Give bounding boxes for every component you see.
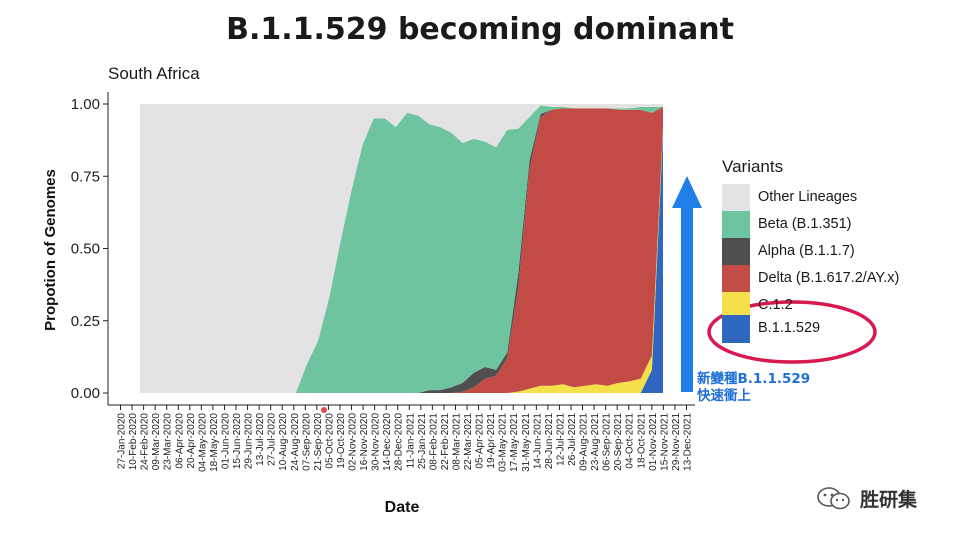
y-tick-layer: 0.00 0.25 0.50 0.75 1.00 (71, 96, 108, 402)
x-tick-label: 13-Dec-2021 (683, 413, 694, 471)
legend-item-delta: Delta (B.1.617.2/AY.x) (722, 264, 922, 294)
x-tick-label: 28-Dec-2020 (394, 413, 405, 471)
legend-label: Other Lineages (758, 189, 858, 205)
annotation-text: 新變種B.1.1.529 快速衝上 (697, 371, 810, 405)
x-tick-label: 05-Apr-2021 (475, 413, 486, 469)
x-tick-label: 06-Apr-2020 (174, 413, 185, 469)
x-tick-label: 31-May-2021 (521, 413, 532, 472)
x-tick-label: 04-Oct-2021 (625, 413, 636, 469)
y-axis-label: Propotion of Genomes (42, 169, 59, 331)
y-tick-label: 0.00 (71, 385, 100, 402)
legend-swatch (722, 265, 750, 293)
x-tick-label: 06-Sep-2021 (602, 413, 613, 471)
x-tick-label: 01-Nov-2021 (648, 413, 659, 471)
x-tick-label: 24-Aug-2020 (290, 413, 301, 471)
watermark: 胜研集 (816, 486, 918, 511)
legend-swatch (722, 184, 750, 212)
watermark-text: 胜研集 (860, 488, 918, 511)
x-tick-layer: 27-Jan-2020 10-Feb-2020 24-Feb-2020 09-Mar-… (117, 405, 694, 472)
highlight-circle (707, 300, 877, 364)
x-tick-label: 09-Aug-2021 (579, 413, 590, 471)
legend-swatch (722, 315, 750, 343)
x-tick-label: 10-Feb-2020 (128, 413, 139, 471)
legend-label: B.1.1.529 (758, 320, 821, 336)
area-layer (140, 104, 663, 394)
series-area-other-lineages (140, 104, 663, 393)
x-tick-label: 14-Dec-2020 (382, 413, 393, 471)
x-tick-label: 21-Sep-2020 (313, 413, 324, 471)
x-tick-label: 05-Oct-2020 (324, 413, 335, 469)
x-tick-label: 17-May-2021 (509, 413, 520, 472)
x-tick-label: 24-Feb-2020 (140, 413, 151, 471)
x-tick-label: 28-Jun-2021 (544, 413, 555, 470)
y-tick-label: 0.25 (71, 313, 100, 330)
x-tick-label: 07-Sep-2020 (301, 413, 312, 471)
series-area-delta-b-1-617-2-ay-x (140, 106, 663, 394)
x-tick-label: 27-Jul-2020 (267, 413, 278, 466)
annotation-line-2: 快速衝上 (697, 388, 751, 404)
x-tick-label: 18-Oct-2021 (636, 413, 647, 469)
x-tick-label: 29-Jun-2020 (244, 413, 255, 470)
x-tick-label: 27-Jan-2020 (117, 413, 128, 470)
up-arrow-icon (672, 176, 702, 392)
x-tick-label: 16-Nov-2020 (359, 413, 370, 471)
x-tick-label: 22-Mar-2021 (463, 413, 474, 471)
x-tick-label: 15-Jun-2020 (232, 413, 243, 470)
y-tick-label: 1.00 (71, 96, 100, 113)
y-tick-label: 0.50 (71, 241, 100, 258)
x-tick-label: 08-Feb-2021 (428, 413, 439, 471)
x-tick-label: 30-Nov-2020 (371, 413, 382, 471)
legend-item-other-lineages: Other Lineages (722, 183, 922, 213)
x-tick-label: 20-Apr-2020 (186, 413, 197, 469)
legend-label: Alpha (B.1.1.7) (758, 243, 855, 259)
x-tick-label: 10-Aug-2020 (278, 413, 289, 471)
legend-swatch (722, 238, 750, 266)
x-tick-label: 01-Jun-2020 (220, 413, 231, 470)
x-axis-marker-dot (321, 407, 327, 413)
x-tick-label: 11-Jan-2021 (405, 413, 416, 469)
chart-subtitle: South Africa (108, 64, 200, 83)
y-tick-label: 0.75 (71, 168, 100, 185)
x-tick-label: 04-May-2020 (197, 413, 208, 472)
x-tick-label: 13-Jul-2020 (255, 413, 266, 466)
x-tick-label: 25-Jan-2021 (417, 413, 428, 470)
annotation-line-1: 新變種B.1.1.529 (697, 371, 811, 387)
x-tick-label: 12-Jul-2021 (555, 413, 566, 466)
x-tick-label: 22-Feb-2021 (440, 413, 451, 471)
x-tick-label: 15-Nov-2021 (659, 413, 670, 471)
legend-item-beta: Beta (B.1.351) (722, 210, 922, 240)
legend-label: C.1.2 (758, 297, 793, 313)
wechat-icon (817, 487, 850, 510)
legend-swatch (722, 211, 750, 239)
x-tick-label: 18-May-2020 (209, 413, 220, 472)
legend-item-b11529: B.1.1.529 (722, 314, 922, 344)
x-tick-label: 08-Mar-2021 (451, 413, 462, 471)
x-axis-label: Date (385, 499, 420, 516)
x-tick-label: 14-Jun-2021 (532, 413, 543, 470)
x-tick-label: 03-May-2021 (498, 413, 509, 472)
x-tick-label: 29-Nov-2021 (671, 413, 682, 471)
x-tick-label: 20-Sep-2021 (613, 413, 624, 471)
x-tick-label: 19-Apr-2021 (486, 413, 497, 469)
legend-label: Beta (B.1.351) (758, 216, 852, 232)
x-tick-label: 02-Nov-2020 (348, 413, 359, 471)
series-area-beta-b-1-351 (140, 105, 663, 394)
x-tick-label: 09-Mar-2020 (151, 413, 162, 471)
legend-title: Variants (722, 157, 784, 176)
x-tick-label: 23-Aug-2021 (590, 413, 601, 471)
x-tick-label: 19-Oct-2020 (336, 413, 347, 469)
x-tick-label: 26-Jul-2021 (567, 413, 578, 466)
x-tick-label: 23-Mar-2020 (163, 413, 174, 471)
legend-item-alpha: Alpha (B.1.1.7) (722, 237, 922, 267)
page-title: B.1.1.529 becoming dominant (226, 12, 734, 47)
legend-label: Delta (B.1.617.2/AY.x) (758, 270, 900, 286)
